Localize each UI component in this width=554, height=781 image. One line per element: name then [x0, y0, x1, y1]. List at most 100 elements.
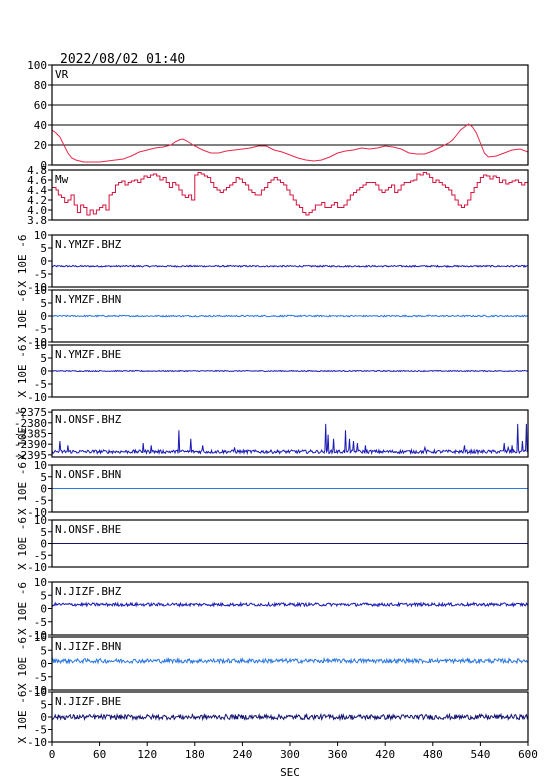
- y-tick-label: -10: [27, 506, 47, 519]
- y-tick-label: 10: [34, 459, 47, 472]
- panel-frame: [51, 409, 529, 458]
- unit-label: X 10E -6: [16, 407, 29, 460]
- y-tick-label: 0: [40, 658, 47, 671]
- panel-name: N.YMZF.BHE: [55, 348, 121, 361]
- y-tick-label: -2390: [14, 438, 47, 451]
- unit-label: X 10E -6: [16, 462, 29, 515]
- y-tick-label: 10: [34, 514, 47, 527]
- panel-frame: [51, 169, 529, 221]
- y-tick-label: 10: [34, 686, 47, 699]
- panel-frame: [51, 344, 529, 398]
- y-tick-label: 10: [34, 631, 47, 644]
- y-tick-label: 80: [34, 79, 47, 92]
- panel-frame: [51, 234, 529, 288]
- panel-frame: [51, 464, 529, 513]
- panel-name: Mw: [55, 173, 69, 186]
- y-tick-label: 5: [40, 699, 47, 712]
- y-tick-label: -2375: [14, 406, 47, 419]
- panel-name: N.JIZF.BHE: [55, 695, 121, 708]
- x-tick-label: 240: [232, 748, 252, 761]
- waveform-line: [51, 423, 529, 456]
- y-tick-label: 60: [34, 99, 47, 112]
- y-tick-label: -10: [27, 629, 47, 642]
- waveform-line: [51, 712, 529, 722]
- panel-frame: [51, 636, 529, 691]
- y-tick-label: 4.4: [27, 184, 47, 197]
- x-tick-label: 60: [93, 748, 106, 761]
- panel-name: N.JIZF.BHZ: [55, 585, 122, 598]
- y-tick-label: 0: [40, 255, 47, 268]
- y-tick-label: 0: [40, 538, 47, 551]
- x-tick-label: 120: [137, 748, 157, 761]
- y-tick-label: 100: [27, 59, 47, 72]
- y-tick-label: 5: [40, 644, 47, 657]
- y-tick-label: -5: [34, 323, 47, 336]
- waveform-line: [51, 264, 529, 269]
- y-tick-label: -5: [34, 724, 47, 737]
- x-tick-label: 420: [375, 748, 395, 761]
- y-tick-label: 5: [40, 589, 47, 602]
- x-tick-label: 540: [470, 748, 490, 761]
- x-tick-label: 600: [518, 748, 538, 761]
- waveform-line: [51, 601, 529, 608]
- panel-name: N.ONSF.BHZ: [55, 413, 122, 426]
- x-tick-label: 360: [328, 748, 348, 761]
- panel-frame: [51, 289, 529, 343]
- y-tick-label: -5: [34, 494, 47, 507]
- y-tick-label: 5: [40, 242, 47, 255]
- y-tick-label: -5: [34, 616, 47, 629]
- panel-name: N.ONSF.BHN: [55, 468, 121, 481]
- panel-name: N.ONSF.BHE: [55, 523, 121, 536]
- panel-vr: 0 20 40 60 80 100 VR: [27, 59, 529, 172]
- unit-label: X 10E -6: [16, 345, 29, 398]
- y-tick-label: 4.8: [27, 164, 47, 177]
- y-tick-label: 10: [34, 339, 47, 352]
- y-tick-label: -5: [34, 268, 47, 281]
- y-tick-label: -5: [34, 671, 47, 684]
- y-tick-label: -10: [27, 336, 47, 349]
- y-tick-label: 0: [40, 365, 47, 378]
- unit-label: X 10E -6: [16, 517, 29, 570]
- panel-name: N.YMZF.BHN: [55, 293, 121, 306]
- y-tick-label: 0: [40, 310, 47, 323]
- x-tick-label: 300: [280, 748, 300, 761]
- unit-label: X 10E -6: [16, 235, 29, 288]
- y-tick-label: 10: [34, 229, 47, 242]
- x-tick-label: 480: [423, 748, 443, 761]
- y-tick-label: -10: [27, 736, 47, 749]
- timestamp-header: 2022/08/02 01:40: [60, 52, 185, 67]
- x-axis: 0 60 120 180 240 300 360 420 480 540 600: [49, 742, 538, 761]
- y-tick-label: 3.8: [27, 214, 47, 227]
- x-tick-label: 0: [49, 748, 56, 761]
- waveform-line: [51, 314, 529, 318]
- y-tick-label: -2380: [14, 417, 47, 430]
- panel-name: VR: [55, 68, 69, 81]
- waveform-line: [51, 656, 529, 665]
- y-tick-label: 5: [40, 526, 47, 539]
- y-tick-label: 5: [40, 297, 47, 310]
- unit-label: X 10E -6: [16, 637, 29, 690]
- series-line: [52, 172, 529, 216]
- y-tick-label: 4.6: [27, 174, 47, 187]
- y-tick-label: 0: [40, 483, 47, 496]
- panel-frame: [51, 519, 529, 568]
- y-tick-label: 4.0: [27, 204, 47, 217]
- y-tick-label: 5: [40, 471, 47, 484]
- y-tick-label: -5: [34, 549, 47, 562]
- waveform-line: [51, 369, 529, 373]
- y-tick-label: -5: [34, 378, 47, 391]
- x-axis-label: SEC: [280, 766, 300, 779]
- y-tick-label: -2385: [14, 428, 47, 441]
- y-tick-label: 0: [40, 711, 47, 724]
- y-tick-label: -10: [27, 684, 47, 697]
- series-line: [51, 123, 529, 163]
